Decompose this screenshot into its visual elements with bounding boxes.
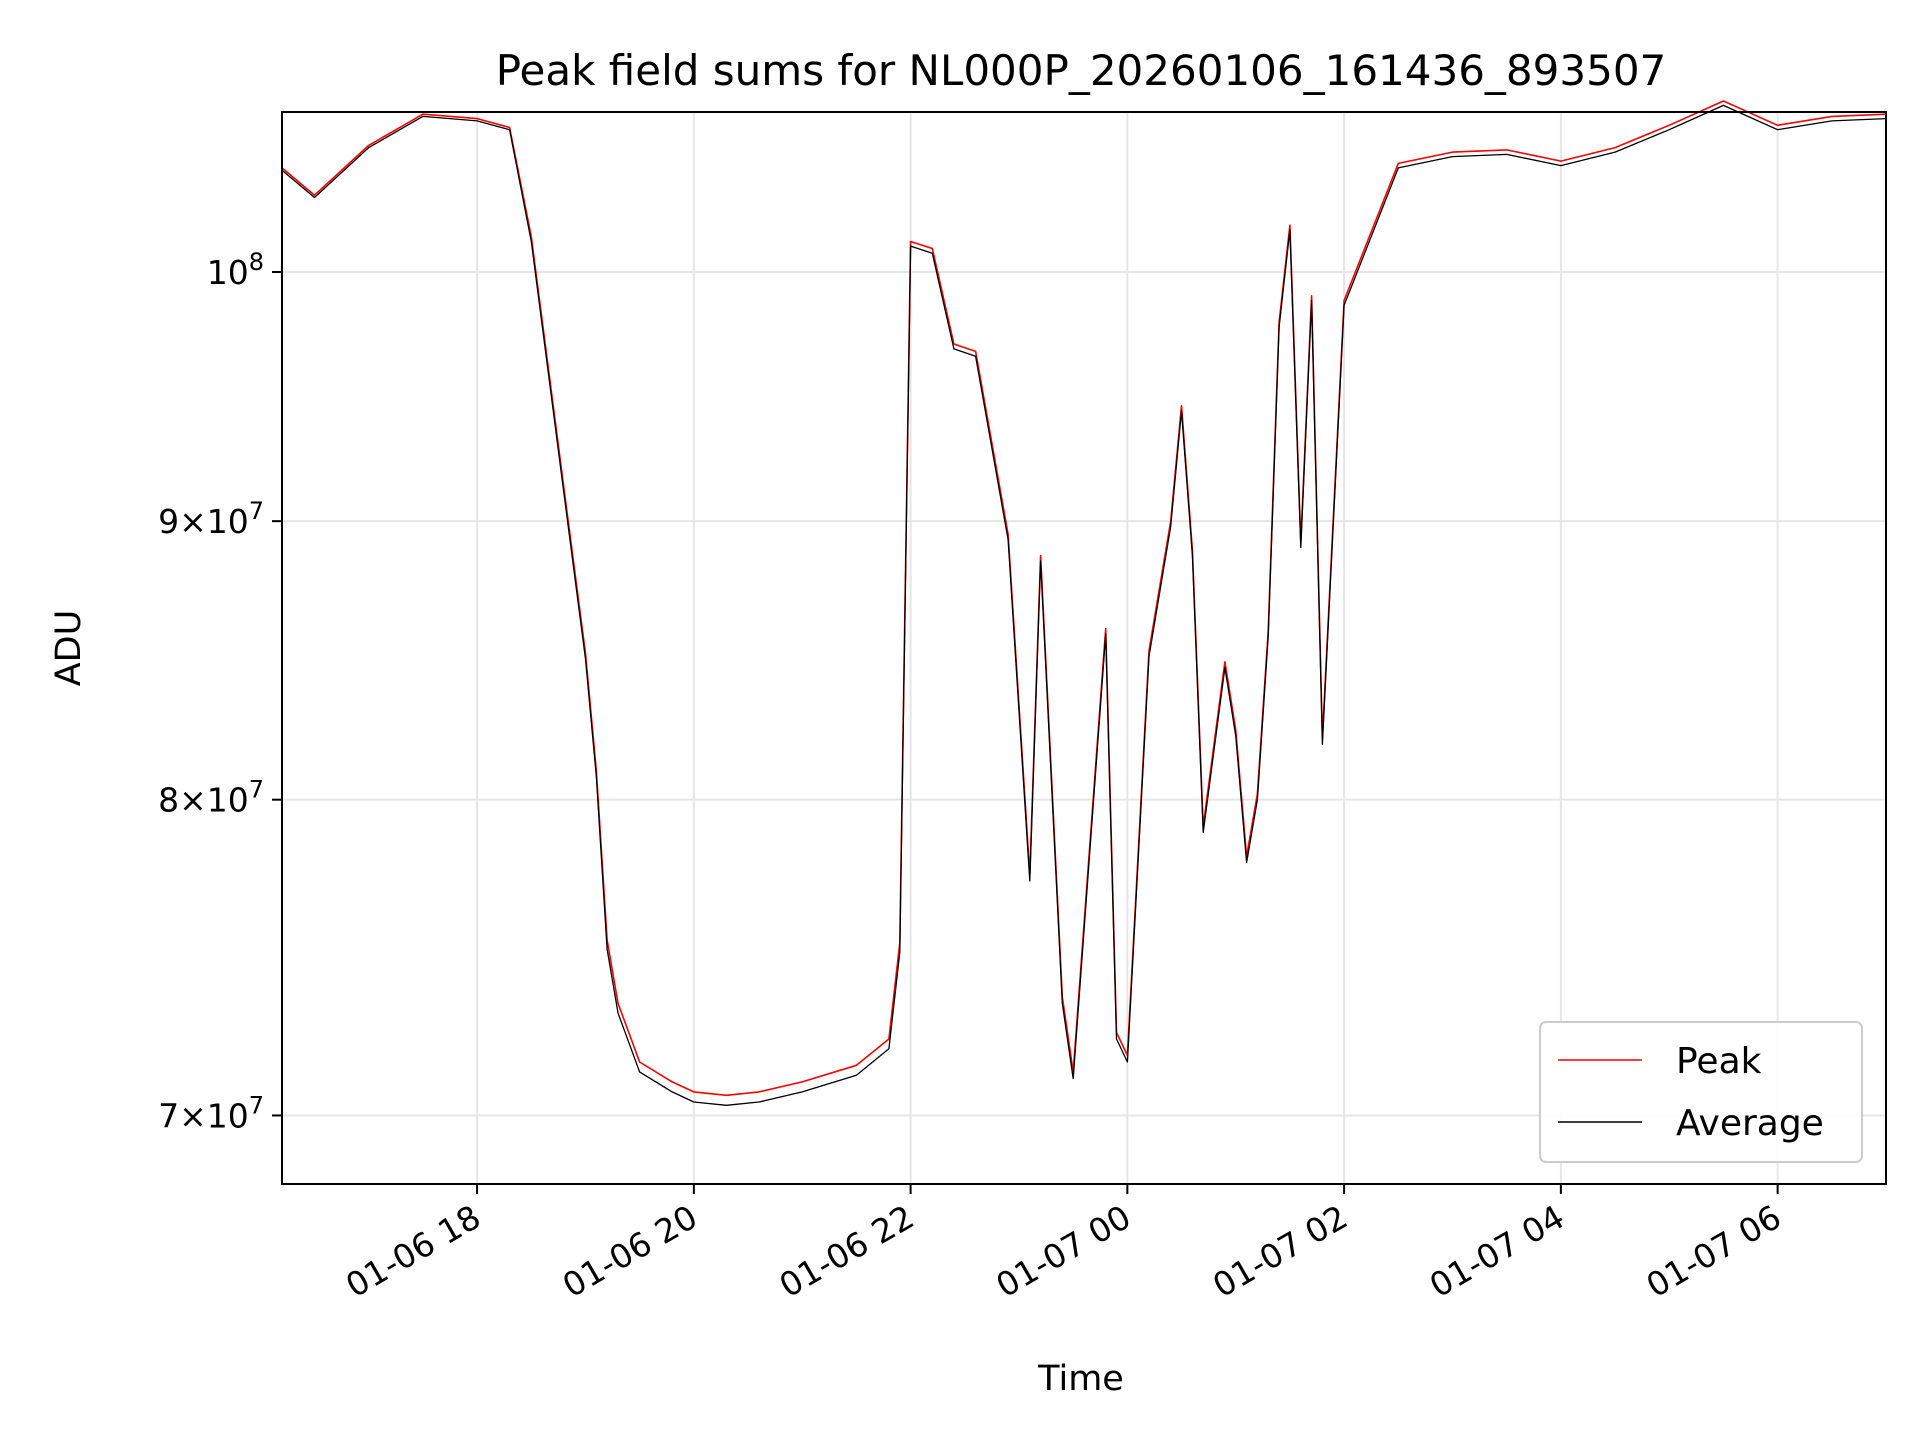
y-axis-ticks: 7×107 8×107 9×107 108: [158, 248, 282, 1135]
chart-title: Peak field sums for NL000P_20260106_1614…: [496, 46, 1667, 95]
legend-peak-label: Peak: [1676, 1041, 1762, 1082]
y-tick-label: 7×107: [158, 1091, 264, 1135]
plot-frame: [281, 111, 1887, 1185]
legend-average-label: Average: [1676, 1103, 1824, 1144]
y-tick-label: 9×107: [158, 497, 264, 541]
x-axis-title: Time: [1037, 1359, 1124, 1399]
series-lines: [281, 100, 1887, 1106]
y-tick-label: 8×107: [158, 776, 264, 820]
legend: Peak Average: [1539, 1021, 1863, 1163]
y-axis-title: ADU: [49, 610, 89, 687]
legend-box: [1539, 1021, 1863, 1163]
y-tick-label: 108: [207, 248, 264, 292]
series-line-average: [281, 104, 1887, 1106]
